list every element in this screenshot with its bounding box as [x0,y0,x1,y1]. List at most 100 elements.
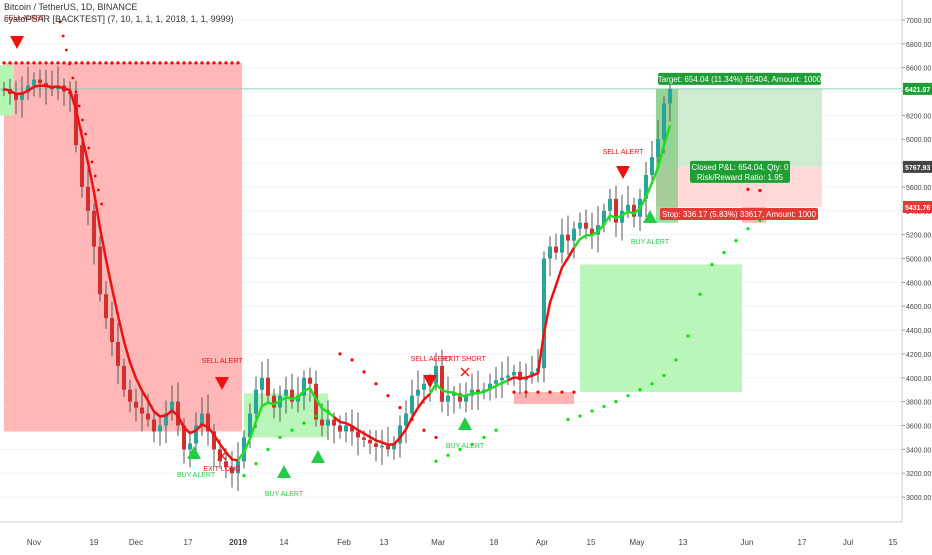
psar-dot-bear [104,61,108,65]
psar-dot-bull [326,409,330,413]
candle-body [176,401,180,426]
candle-body [326,419,330,426]
candle-body [452,393,456,396]
psar-dot-bear [146,61,150,65]
trend-line [572,125,672,249]
long-zone [580,264,742,393]
y-tick-label: 6000.00 [906,137,931,144]
buy-marker [643,210,657,223]
y-tick-label: 3400.00 [906,447,931,454]
candle-body [302,377,306,396]
candle-body [584,222,588,229]
trade-fill [656,88,678,223]
sell-marker [423,375,437,388]
x-tick-label: 15 [889,538,898,547]
psar-dot-bear [188,61,192,65]
candle-body [206,413,210,432]
psar-dot-bear [71,76,75,80]
psar-dot-bear [170,61,174,65]
psar-dot-bull [470,442,474,447]
psar-dot-bear [56,61,60,65]
candle-body [374,443,378,447]
candle-body [80,145,84,187]
buy-marker [311,450,325,463]
candle-body [446,395,450,402]
sell-alert-label: SELL ALERT [202,358,244,365]
psar-dot-bear [410,417,414,422]
psar-dot-bear [97,188,100,192]
buy-alert-label: BUY ALERT [177,472,216,479]
candle-body [566,234,570,241]
sell-alert-label: SELL ALERT [4,15,46,22]
candle-body [398,425,402,444]
candle-body [362,437,366,440]
candle-body [86,186,90,211]
candle-body [476,389,480,393]
psar-dot-bear [74,90,78,94]
psar-dot-bear [20,61,24,65]
trend-line [428,379,509,397]
psar-dot-bear [50,61,54,65]
psar-dot-bear [422,428,426,432]
psar-dot-bear [110,61,114,65]
psar-dot-bear [14,61,18,65]
x-tick-label: 15 [587,538,596,547]
y-tick-label: 4600.00 [906,304,931,311]
candle-body [338,425,342,432]
y-tick-label: 3800.00 [906,400,931,407]
y-tick-label: 6200.00 [906,113,931,120]
candle-body [74,93,78,146]
psar-dot-bear [524,390,528,394]
x-tick-label: 13 [679,538,688,547]
candle-body [230,467,234,474]
psar-dot-bear [200,61,204,65]
psar-dot-bull [446,453,450,457]
candle-body [608,198,612,211]
candle-body [248,413,252,438]
x-tick-label: 2019 [229,538,247,547]
sell-marker [616,166,630,179]
buy-alert-label: BUY ALERT [631,239,670,246]
candle-body [560,234,564,253]
psar-dot-bear [84,132,87,136]
pnl-label-text: Closed P&L: 654.04, Qty: 0 [692,163,789,172]
candle-body [350,425,354,432]
candle-body [290,389,294,402]
candle-body [416,389,420,396]
psar-dot-bear [350,358,354,362]
x-tick-label: 19 [90,538,99,547]
psar-dot-bear [182,61,186,65]
psar-dot-bear [80,61,84,65]
short-zone [514,392,574,405]
candle-body [188,443,192,450]
candle-body [602,210,606,226]
x-tick-label: 13 [380,538,389,547]
candle-body [92,210,96,247]
psar-dot-bull [458,447,462,451]
y-tick-label: 3600.00 [906,424,931,431]
psar-dot-bear [61,34,65,38]
psar-dot-bull [290,428,294,432]
psar-dot-bear [758,188,762,193]
candle-body [224,461,228,468]
psar-dot-bear [512,390,516,394]
symbol-title: Bitcoin / TetherUS, 1D, BINANCE [4,2,138,12]
psar-dot-bear [572,390,576,394]
candle-body [512,371,516,376]
candle-body [548,246,552,259]
psar-dot-bear [44,61,48,65]
candle-body [194,425,198,444]
psar-dot-bear [212,61,216,65]
psar-dot-bear [746,187,750,191]
psar-dot-bull [434,459,438,463]
exit-long-label: EXIT LONG [203,466,240,473]
y-tick-label: 5600.00 [906,185,931,192]
y-tick-label: 5200.00 [906,233,931,240]
buy-alert-label: BUY ALERT [446,443,485,450]
psar-dot-bull [674,358,678,362]
candle-body [458,393,462,402]
psar-dot-bear [93,174,97,178]
candle-body [530,371,534,377]
